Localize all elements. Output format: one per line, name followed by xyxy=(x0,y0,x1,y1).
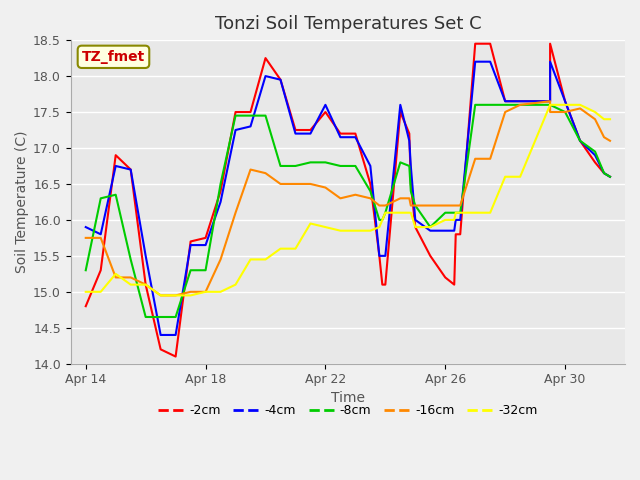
Legend: -2cm, -4cm, -8cm, -16cm, -32cm: -2cm, -4cm, -8cm, -16cm, -32cm xyxy=(153,399,543,422)
Text: TZ_fmet: TZ_fmet xyxy=(82,50,145,64)
X-axis label: Time: Time xyxy=(331,391,365,405)
Title: Tonzi Soil Temperatures Set C: Tonzi Soil Temperatures Set C xyxy=(214,15,481,33)
Y-axis label: Soil Temperature (C): Soil Temperature (C) xyxy=(15,131,29,273)
